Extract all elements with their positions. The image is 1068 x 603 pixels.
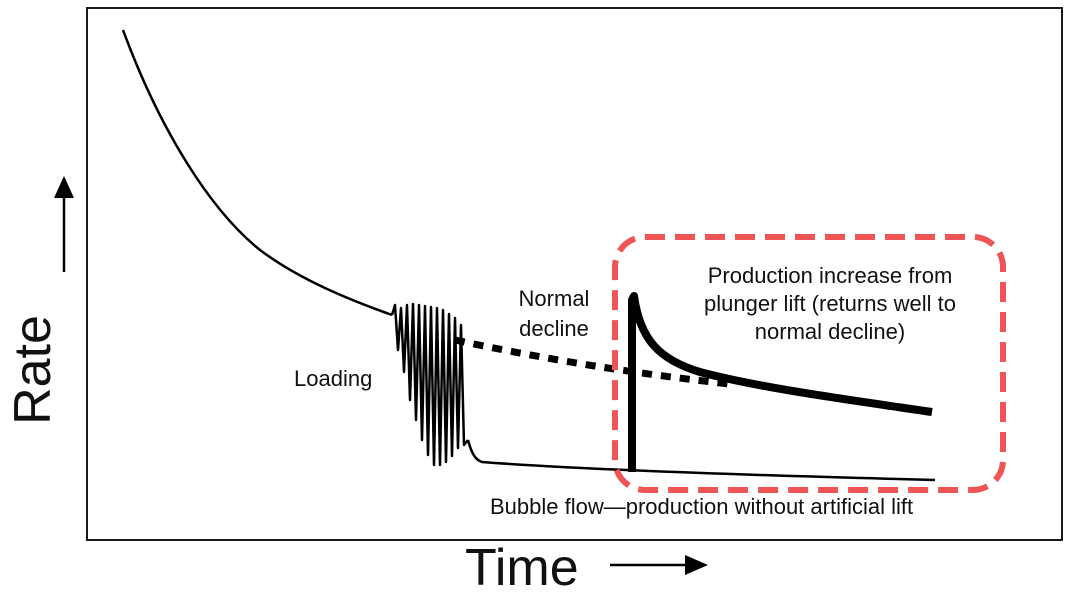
plunger-lift-highlight-box: [612, 234, 1006, 493]
bubble-flow-annotation: Bubble flow—production without artificia…: [490, 494, 914, 519]
production-line-2: plunger lift (returns well to: [704, 291, 956, 316]
normal-decline-line-2: decline: [519, 316, 589, 341]
normal-decline-line-1: Normal: [518, 286, 590, 311]
bubble-flow-curve: [466, 439, 936, 482]
initial-decline-curve: [121, 29, 393, 317]
loading-oscillation: [390, 302, 469, 467]
loading-annotation: Loading: [294, 366, 373, 391]
normal-decline-annotation: Normal decline: [508, 284, 600, 344]
production-line-1: Production increase from: [707, 263, 953, 288]
normal-decline-dotted-line: [454, 336, 731, 388]
plot-frame: [86, 7, 1063, 541]
y-axis-arrow-icon: [54, 176, 74, 272]
y-axis-label: Rate: [3, 315, 62, 425]
production-line-3: normal decline): [754, 319, 906, 344]
x-axis-arrow-icon: [610, 555, 708, 575]
plunger-lift-curve: [628, 292, 933, 472]
production-increase-annotation: Production increase from plunger lift (r…: [660, 262, 1000, 346]
x-axis-label: Time: [465, 539, 579, 597]
